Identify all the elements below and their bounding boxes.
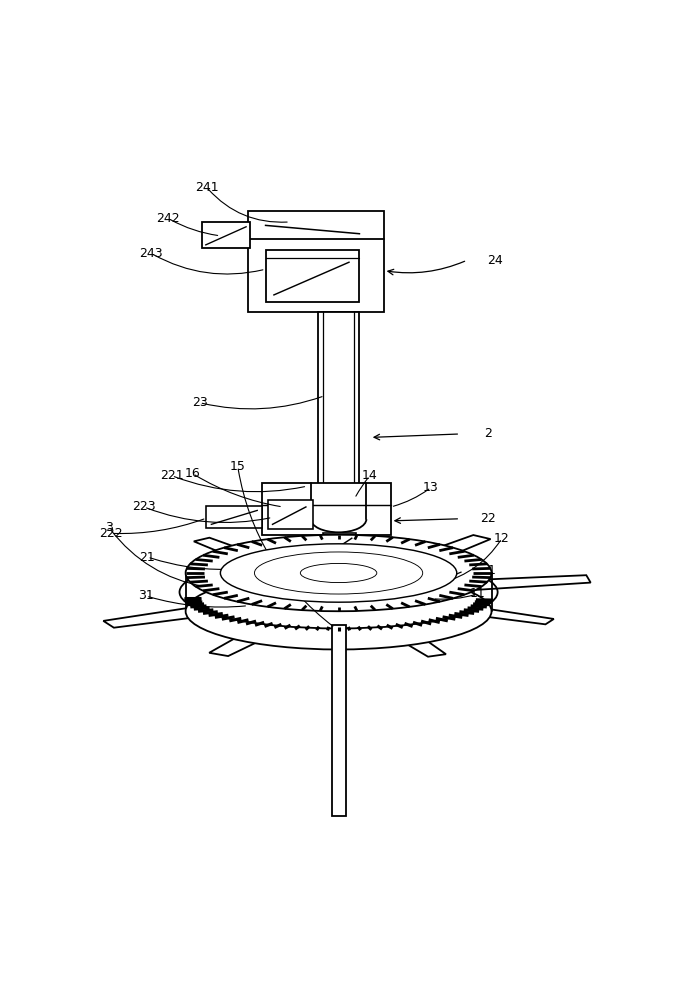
Text: 22: 22 — [480, 512, 496, 525]
Text: 242: 242 — [156, 212, 180, 225]
Text: 24: 24 — [487, 254, 503, 267]
Bar — [267, 500, 313, 529]
Text: 243: 243 — [139, 247, 163, 260]
Bar — [207, 506, 262, 528]
Bar — [202, 222, 251, 248]
Text: 14: 14 — [362, 469, 378, 482]
Text: 16: 16 — [185, 467, 200, 480]
Text: 2: 2 — [484, 427, 492, 440]
Text: 13: 13 — [423, 481, 439, 494]
Ellipse shape — [221, 544, 456, 602]
Text: 21: 21 — [140, 551, 155, 564]
Text: 11: 11 — [470, 587, 486, 600]
Text: 23: 23 — [192, 396, 207, 409]
Text: 31: 31 — [138, 589, 154, 602]
Text: 12: 12 — [494, 532, 510, 545]
Ellipse shape — [186, 573, 491, 649]
Polygon shape — [103, 604, 226, 628]
Text: 221: 221 — [160, 469, 184, 482]
Bar — [332, 625, 346, 816]
Bar — [265, 250, 359, 302]
Text: 1: 1 — [488, 564, 496, 577]
Polygon shape — [466, 575, 591, 590]
Polygon shape — [209, 624, 285, 656]
Text: 222: 222 — [99, 527, 123, 540]
Text: 3: 3 — [105, 521, 113, 534]
Text: 241: 241 — [195, 181, 218, 194]
Text: 223: 223 — [132, 500, 156, 513]
Polygon shape — [408, 535, 491, 564]
Polygon shape — [325, 609, 346, 645]
Text: 15: 15 — [230, 460, 246, 473]
Bar — [248, 211, 384, 312]
Bar — [318, 312, 359, 507]
Ellipse shape — [186, 535, 491, 611]
Polygon shape — [453, 605, 554, 624]
Polygon shape — [383, 626, 446, 657]
Bar — [262, 483, 391, 535]
Polygon shape — [194, 538, 267, 563]
Bar — [322, 533, 356, 559]
